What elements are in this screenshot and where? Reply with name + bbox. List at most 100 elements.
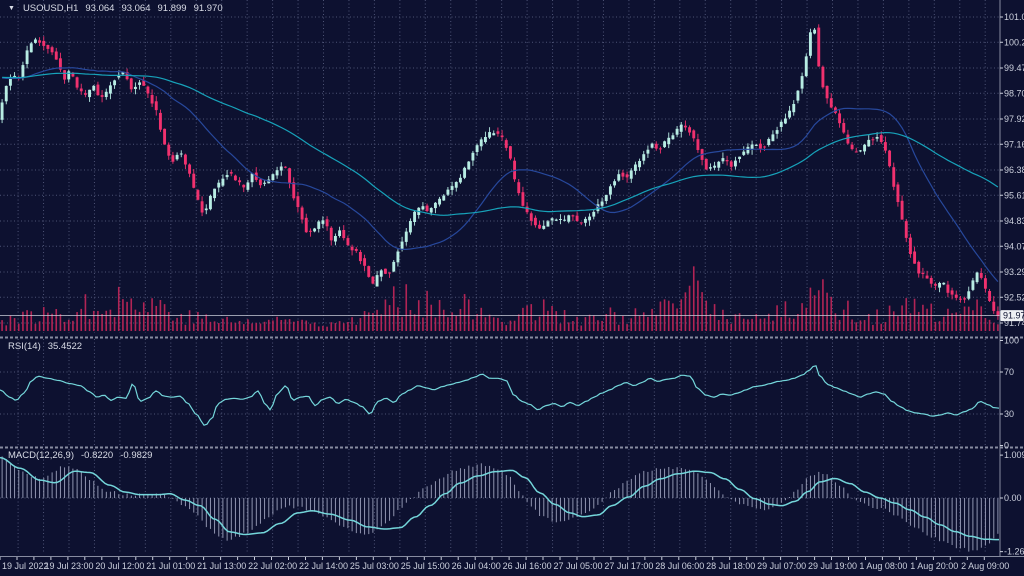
volume-bar [934, 321, 937, 331]
volume-bar [884, 322, 887, 331]
volume-bar [588, 314, 591, 331]
volume-bar [567, 322, 570, 331]
volume-bar [134, 309, 137, 331]
candle-body [675, 128, 679, 135]
volume-bar [580, 325, 583, 331]
price-axis-label: 100.250 [1004, 37, 1024, 47]
candle-body [413, 211, 417, 222]
volume-bar [872, 324, 874, 331]
volume-bar [447, 317, 449, 331]
open-value: 93.064 [85, 3, 115, 14]
candle-body [63, 70, 67, 80]
candle-body [479, 139, 483, 147]
candle-body [104, 91, 108, 97]
candle-body [733, 160, 737, 167]
volume-bar [601, 320, 603, 331]
time-axis-label: 26 Jul 04:00 [452, 561, 501, 571]
candle-body [875, 137, 879, 139]
volume-bar [34, 323, 37, 331]
candle-body [692, 130, 696, 139]
collapse-pane-icon[interactable]: ▼ [8, 5, 15, 12]
macd-axis-label: 1.0091 [1004, 450, 1024, 460]
rsi-axis-label: 0 [1004, 441, 1009, 451]
candle-body [313, 228, 317, 232]
volume-bar [376, 309, 378, 331]
volume-bar [226, 316, 228, 331]
candle-body [467, 161, 471, 170]
macd-signal-line [0, 456, 999, 541]
volume-bar [734, 314, 737, 331]
candle-body [863, 144, 867, 152]
candle-body [858, 150, 862, 152]
candle-body [750, 144, 754, 150]
volume-bar [809, 287, 812, 331]
volume-bar [455, 315, 458, 331]
volume-bar [659, 301, 662, 331]
macd-axis-label: 0.00 [1004, 493, 1022, 503]
volume-bar [388, 305, 391, 331]
price-axis-label: 91.745 [1004, 318, 1024, 328]
candle-body [463, 167, 467, 178]
candle-body [92, 85, 96, 91]
candle-body [13, 75, 17, 78]
volume-bar [826, 292, 828, 331]
candle-body [0, 102, 4, 120]
volume-bar [751, 318, 753, 331]
macd-indicator-label: MACD(12,26,9) -0.8220 -0.9829 [8, 450, 152, 461]
volume-bar [13, 318, 16, 331]
bid-price-tag-label: 91.970 [1003, 311, 1024, 321]
candle-body [992, 301, 996, 311]
volume-bar [222, 318, 224, 331]
candle-body [538, 224, 542, 229]
high-value: 93.064 [121, 3, 151, 14]
candle-body [258, 179, 262, 186]
candle-body [358, 252, 362, 262]
candle-body [825, 85, 829, 99]
volume-bar [647, 316, 649, 331]
candle-body [304, 217, 308, 233]
candle-body [375, 275, 379, 287]
volume-bar [922, 304, 924, 331]
candle-body [867, 139, 871, 147]
volume-bar [913, 298, 916, 331]
volume-bar [767, 313, 770, 331]
candle-body [388, 272, 392, 274]
volume-bar [309, 323, 312, 331]
candle-body [392, 261, 396, 272]
candle-body [542, 225, 546, 229]
candle-body [629, 170, 633, 179]
price-axis-label: 101.015 [1004, 12, 1024, 22]
candle-body [879, 135, 883, 142]
candle-body [500, 135, 504, 138]
candle-body [296, 196, 300, 207]
candle-body [608, 186, 612, 195]
volume-bar [451, 312, 453, 331]
candle-body [271, 174, 275, 180]
volume-bar [655, 314, 658, 331]
volume-bar [801, 303, 803, 331]
time-axis-label: 29 Jul 19:00 [808, 561, 857, 571]
volume-bar [709, 314, 712, 331]
candle-body [842, 123, 846, 133]
candle-body [621, 172, 625, 177]
candle-body [208, 195, 212, 210]
volume-bar [597, 320, 599, 331]
candle-body [75, 77, 79, 88]
volume-bar [155, 305, 158, 331]
candle-body [521, 192, 525, 206]
candle-body [279, 166, 283, 171]
volume-bar [38, 321, 41, 331]
volume-bar [772, 320, 774, 331]
candle-body [958, 298, 962, 300]
rsi-axis-label: 70 [1004, 367, 1014, 377]
candle-body [942, 282, 946, 285]
volume-bar [272, 320, 274, 331]
volume-bar [784, 301, 787, 331]
candle-body [604, 194, 608, 201]
candle-body [42, 40, 46, 46]
volume-bar [888, 305, 891, 331]
candle-body [588, 216, 592, 221]
candle-body [221, 178, 225, 186]
candle-body [646, 149, 650, 154]
